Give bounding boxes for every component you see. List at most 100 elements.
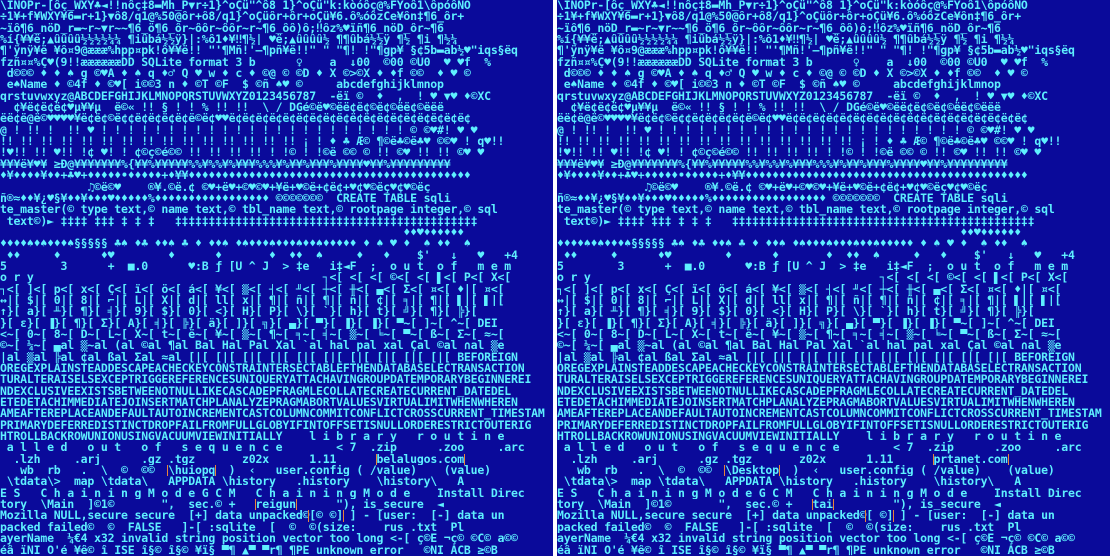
text-segment: "), is_secure ◄	[296, 499, 444, 510]
dump-line: ↔|[ $|[ 0|[ 8|[ ⌐|[ L|[ X|[ d|[ ll[ x|[ …	[557, 295, 1110, 306]
dump-line: |al ▒al ╠al ¢al ßal Σal ≈al [|[ [|[ [|[ …	[0, 352, 553, 363]
text-segment: tory \Main ]©1© ", sec.© +	[0, 499, 256, 510]
dump-line: text©)► ‡‡‡‡ ‡‡‡ ‡ ‡ ‡ ‡‡‡‡‡‡‡‡‡‡‡‡‡‡‡‡‡…	[557, 216, 1110, 227]
text-segment: E S C h a i n i n g M o d e G C M C h a …	[557, 488, 1081, 499]
dump-line: fzñ¤¤%Ç♥(9!!ææææææDD SQLite format 3 b ♀…	[557, 57, 1110, 68]
dump-line: @ ! !! ! !! ♥ ! ! ! ! ! ! ! ! ! ! ! ! ! …	[0, 125, 553, 136]
dump-line: ETEDETACHIMMEDIATEJOINSERTMATCHPLANALYZE…	[557, 397, 1110, 408]
dump-line: !♥!! !! ♥!! !¢ ♥! ! ¢©ç©é©© !! !! !! !! …	[0, 147, 553, 158]
text-segment: ) ‹ user.config ( /value) (value)	[779, 465, 1055, 476]
dump-line: tory \Main ]©1© ", sec.© + reigun "), is…	[0, 499, 553, 510]
dump-line: qrstuvwxyz@ABCDEFGHIJKLMNOPQRSTUVWXYZ012…	[557, 91, 1110, 102]
dump-line: d©©© ♦ ♦ ♠ g ©♥A ♦ ♠ q ♦♂ Q ♥ w ♦ c ♦ ©@…	[557, 68, 1110, 79]
text-segment: éâ ïÑI Ö'é ¥ê© î ÏSE î§© î§© ¥ï§ ▀¶ ▲▀ ▀…	[557, 545, 1055, 556]
highlighted-string: belalugos.com	[377, 454, 464, 465]
dump-line: .lzh .arj .gz .tgz z02x 1.11 prtanet.com	[557, 454, 1110, 465]
dump-line: wb rb . \ © ©© \Desktop ) ‹ user.config …	[557, 465, 1110, 476]
hex-dump-panel: \INOPr-[ôç_WXY♣◄!!nôç‡8▬Mh_P▼r÷1}^oÇü"^ô…	[0, 0, 553, 556]
dump-line: !! !! !! !! !! !! !! !! !! !! !! !! !! !…	[557, 136, 1110, 147]
dump-line: %í{¥¥ë;▲ûûûû½½½½¼¼ ¶iûbá½½ÿ}|:%ô1♦¥‼¶½| …	[0, 34, 553, 45]
text-segment: wb rb . \ © ©©	[0, 465, 168, 476]
dump-line: ~ïô¶6_nöD_r▬~r~▼r~~¶6_ö¶6_ôr~ôôr~ôôr~r~¶…	[0, 23, 553, 34]
dump-line: ¢¥ë¢ë¢ë¢♥µ¥¥µ ë©« !! § ! ! % !! !! \ / D…	[557, 102, 1110, 113]
dump-line: wb rb . \ © ©© \huiopq ) ‹ user.config (…	[0, 465, 553, 476]
dump-line: éâ ïÑI Ö'é ¥ê© î ÏSE î§© î§© ¥ï§ ▀¶ ▲▀ ▀…	[557, 545, 1110, 556]
dump-line: PRIMARYDEFERREDISTINCTDROPFAILFROMFULLGL…	[557, 420, 1110, 431]
dump-line: 5 3 + ■.0 ♥:B ƒ [U ^ J > ‡e i‡◄F ; o u t…	[557, 261, 1110, 272]
dump-line: ┐<[ ]<[ p<[ x<[ Ç<[ ï<[ ö<[ á<[ ¥<[ ▒<[ …	[0, 284, 553, 295]
highlighted-string: [ ©]	[866, 510, 893, 521]
dump-line: |al ▒al ╠al ¢al ßal Σal ≈al [|[ [|[ [|[ …	[557, 352, 1110, 363]
dump-line: ♦♦♦♦♠♦♠♦♦♦♠§§§§§ ♣♠ ♦♣ ♦♦♠ ♣ ♦ ♦♦♠ ♦♠♦♦♦…	[557, 238, 1110, 249]
dump-line: fzñ¤¤%Ç♥(9!!ææææææDD SQLite format 3 b ♀…	[0, 57, 553, 68]
text-segment: ayerName ¼€4 x32 invalid string position…	[557, 533, 1075, 544]
dump-line: E S C h a i n i n g M o d e G C M C h a …	[557, 488, 1110, 499]
dump-line: ♦♦♥♦♦♦♦♦♦	[0, 227, 553, 238]
text-segment: \tdata\> map \tdata\ APPDATA \history .h…	[557, 476, 1021, 487]
hex-dump-panel: \INOPr-[ôç_WXY♣◄!!nôç‡8▬Mh_P▼r÷1}^oÇü"^ô…	[557, 0, 1110, 556]
dump-line: tory \Main ]©1© ", sec.© + tai "), is_se…	[557, 499, 1110, 510]
dump-line: ↔|[ $|[ 0|[ 8|[ ⌐|[ L|[ X|[ d|[ ll[ x|[ …	[0, 295, 553, 306]
dump-line: ayerName ¼€4 x32 invalid string position…	[557, 533, 1110, 544]
dump-line: }[ ε}[ ▐}[ ¶}[ Σ}[ A}[ ╡}[ ╠}[ ä}[ ]}[ ╗…	[0, 318, 553, 329]
text-segment: ] - [user: [-] data un	[343, 510, 504, 521]
dump-line: qrstuvwxyz@ABCDEFGHIJKLMNOPQRSTUVWXYZ012…	[0, 91, 553, 102]
dump-line: o r y ┐<[ <[ <[ ©<[ <[ ▌<[ P<[ X<[	[0, 272, 553, 283]
dump-line: e♠Name ♦ ©4f ♦ ©♥[ i©©3 n ♦ ©T ©F $ ©ñ ♠…	[0, 79, 553, 90]
dump-line: ♦♦ ♦ ♦♥ ♦ ♦ ♦ ♦♦ ♠ ♦ ♦ $' ↓ ♥ +4	[557, 250, 1110, 261]
highlighted-string: tai	[813, 499, 833, 510]
dump-line: ♦¥♦♦♦♦¥♦♦+♣♥+♦♦♦♦♦•♦♦♦♦♦+♦¥¥♦♦♦♦♦♦♦♦♦♦♦♦…	[557, 170, 1110, 181]
dump-line: 5 3 + ■.0 ♥:B ƒ [U ^ J > ‡e i‡◄F ; o u t…	[0, 261, 553, 272]
highlighted-string: prtanet.com	[934, 454, 1008, 465]
text-segment: ayerName ¼€4 x32 invalid string position…	[0, 533, 518, 544]
dump-line: PRIMARYDEFERREDISTINCTDROPFAILFROMFULLGL…	[0, 420, 553, 431]
dump-line: AMEAFTEREPLACEANDEFAULTAUTOINCREMENTCAST…	[0, 408, 553, 419]
dump-line: o r y ┐<[ <[ <[ ©<[ <[ ▌<[ P<[ X<[	[557, 272, 1110, 283]
dump-line: ÷1¥+f¥WXY¥6▬r+1}▼ô8/q1@%50@ôr+ô8/q1}^oÇü…	[557, 11, 1110, 22]
text-segment: .lzh .arj .gz .tgz z02x 1.11	[0, 454, 377, 465]
dump-line: ©~[ ¼~[ ▄al ▒~al (al ©al ¶al Bal Hal Pal…	[557, 340, 1110, 351]
dump-line: ♦¥♦♦♦♦¥♦♦+♣♥+♦♦♦♦♦•♦♦♦♦♦+♦¥¥♦♦♦♦♦♦♦♦♦♦♦♦…	[0, 170, 553, 181]
text-segment: .lzh .arj .gz .tgz z02x 1.11	[557, 454, 934, 465]
dump-line: AMEAFTEREPLACEANDEFAULTAUTOINCREMENTCAST…	[557, 408, 1110, 419]
dump-line: packed failed© © FALSE ]-[ :sqlite [ © ©…	[0, 522, 553, 533]
dump-line: ♦♦♥♦♦♦♦♦♦	[557, 227, 1110, 238]
dump-line: NDEXCLUSIVEEXISTSBETWEENOTNULLIKECASCADE…	[557, 386, 1110, 397]
text-segment: éâ ïÑI Ö'é ¥ê© î ÏSE î§© î§© ¥ï§ ▀¶ ▲▀ ▀…	[0, 545, 498, 556]
text-segment: ) ‹ user.config ( /value) (value)	[215, 465, 491, 476]
dump-line: ↑}[ a}[ ╨}[ ¶}[ ╡}[ 9}[ $}[ 0}[ <}[ H}[ …	[557, 306, 1110, 317]
dump-line: ëë¢ë@ë©♥♥♥♥¥ë¢ë¢©ë¢¢ë¢ë¢ë¢ë¢ë©ë¢♥♥ë¢ë¢ë¢…	[557, 113, 1110, 124]
dump-line: @ ! !! ! !! ♥ ! ! ! ! ! ! ! ! ! ! ! ! ! …	[557, 125, 1110, 136]
dump-line: NDEXCLUSIVEEXISTSBETWEENOTNULLIKECASCADE…	[0, 386, 553, 397]
dump-line: OREGEXPLAINSTEADDESCAPEACHECKEYCONSTRAIN…	[557, 363, 1110, 374]
highlighted-string: \Desktop	[725, 465, 779, 476]
text-segment: packed failed© © FALSE ]-[ :sqlite [ © ©…	[0, 522, 464, 533]
text-segment: packed failed© © FALSE ]-[ :sqlite [ © ©…	[557, 522, 1021, 533]
dump-line: ↑}[ a}[ ╨}[ ¶}[ ╡}[ 9}[ $}[ 0}[ <}[ H}[ …	[0, 306, 553, 317]
dump-line: ñ®≈♦♦¥¿♥§¥♦♦¥♦♦♦♥♦♦♦♦♦%♦♦♦♦♦♦♦♦♦♦♦♦♦♦♦♦♦…	[0, 193, 553, 204]
dump-line: <~[ 0~[ 8~[ D~[ L~[ X~[ t~[ ë~[ ¥~[ ▒~[ …	[0, 329, 553, 340]
dump-line: Mozilla NULL,secure secure [+] data unpa…	[557, 510, 1110, 521]
dump-line: \INOPr-[ôç_WXY♣◄!!nôç‡8▬Mh_P▼r÷1}^oÇü"^ô…	[557, 0, 1110, 11]
dump-line: ñ®≈♦♦¥¿♥§¥♦♦¥♦♦♦♥♦♦♦♦♦%♦♦♦♦♦♦♦♦♦♦♦♦♦♦♦♦♦…	[557, 193, 1110, 204]
dump-line: e♠Name ♦ ©4f ♦ ©♥[ i©©3 n ♦ ©T ©F $ ©ñ ♠…	[557, 79, 1110, 90]
dump-line: ~ïô¶6_nöD_r▬~r~▼r~~¶6_ö¶6_ôr~ôôr~ôôr~r~¶…	[557, 23, 1110, 34]
dump-line: ëë¢ë@ë©♥♥♥♥¥ë¢ë¢©ë¢¢ë¢ë¢ë¢ë¢ë©ë¢♥♥ë¢ë¢ë¢…	[0, 113, 553, 124]
text-segment: E S C h a i n i n g M o d e G C M C h a …	[0, 488, 524, 499]
dump-line: a l l e d o u t o f s e q u e n c e < 7 …	[0, 442, 553, 453]
dump-line: }[ ε}[ ▐}[ ¶}[ Σ}[ A}[ ╡}[ ╠}[ ä}[ ]}[ ╗…	[557, 318, 1110, 329]
dump-line: \tdata\> map \tdata\ APPDATA \history .h…	[557, 476, 1110, 487]
dump-line: a l l e d o u t o f s e q u e n c e < 7 …	[557, 442, 1110, 453]
dump-line: HTROLLBACKROWUNIONUSINGVACUUMVIEWINITIAL…	[0, 431, 553, 442]
dump-line: ¶'ÿnÿ¥ë ¥ô¤9@æææ%hpp¤pk!ô¥¥ë!! "'¶Mñ!'—¶…	[0, 45, 553, 56]
dump-line: E S C h a i n i n g M o d e G C M C h a …	[0, 488, 553, 499]
dump-line: ¢¥ë¢ë¢ë¢♥µ¥¥µ ë©« !! § ! ! % !! !! \ / D…	[0, 102, 553, 113]
dump-line: ♦♦♦♦♠♦♠♦♦♦♠§§§§§ ♣♠ ♦♣ ♦♦♠ ♣ ♦ ♦♦♠ ♦♠♦♦♦…	[0, 238, 553, 249]
dump-line: .lzh .arj .gz .tgz z02x 1.11 belalugos.c…	[0, 454, 553, 465]
dump-line: TURALTERAISELSEXCEPTRIGGEREFERENCESUNIQU…	[0, 374, 553, 385]
dump-line: %í{¥¥ë;▲ûûûû½½½½¼¼ ¶iûbá½½ÿ}|:%ô1♦¥‼¶½| …	[557, 34, 1110, 45]
dump-line: ETEDETACHIMMEDIATEJOINSERTMATCHPLANALYZE…	[0, 397, 553, 408]
dump-line: ¥¥¥ë¥♥¥ ≥Ð@¥¥¥¥¥¥¥%{¥¥%¥¥¥¥¥%%¥%%¥%¥¥¥%%…	[0, 159, 553, 170]
dump-line: <~[ 0~[ 8~[ D~[ L~[ X~[ t~[ ë~[ ¥~[ ▒~[ …	[557, 329, 1110, 340]
dump-line: éâ ïÑI Ö'é ¥ê© î ÏSE î§© î§© ¥ï§ ▀¶ ▲▀ ▀…	[0, 545, 553, 556]
